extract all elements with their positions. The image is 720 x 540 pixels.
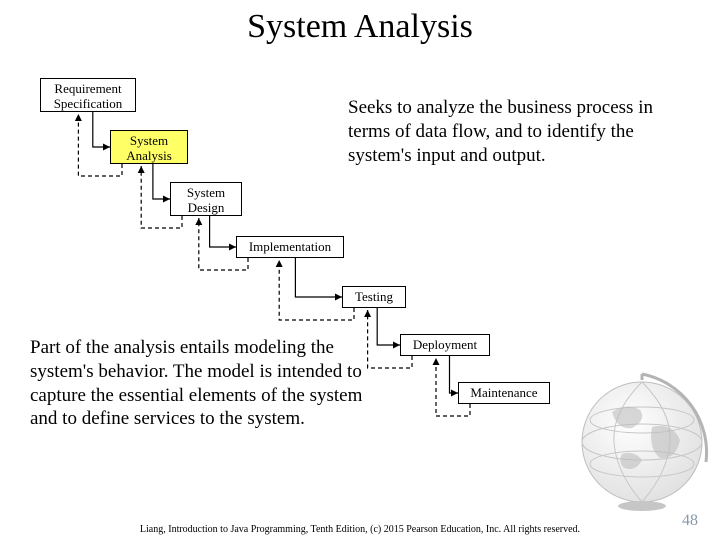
stage-des: System Design xyxy=(170,182,242,216)
stage-ana: System Analysis xyxy=(110,130,188,164)
stage-req: Requirement Specification xyxy=(40,78,136,112)
stage-maint: Maintenance xyxy=(458,382,550,404)
stage-dep: Deployment xyxy=(400,334,490,356)
page-title: System Analysis xyxy=(0,0,720,46)
stage-test: Testing xyxy=(342,286,406,308)
stage-impl: Implementation xyxy=(236,236,344,258)
paragraph-right: Seeks to analyze the business process in… xyxy=(348,96,678,167)
paragraph-left: Part of the analysis entails modeling th… xyxy=(30,336,386,431)
page-number: 48 xyxy=(682,512,698,530)
footer-citation: Liang, Introduction to Java Programming,… xyxy=(0,524,720,536)
globe-decoration xyxy=(572,372,712,512)
